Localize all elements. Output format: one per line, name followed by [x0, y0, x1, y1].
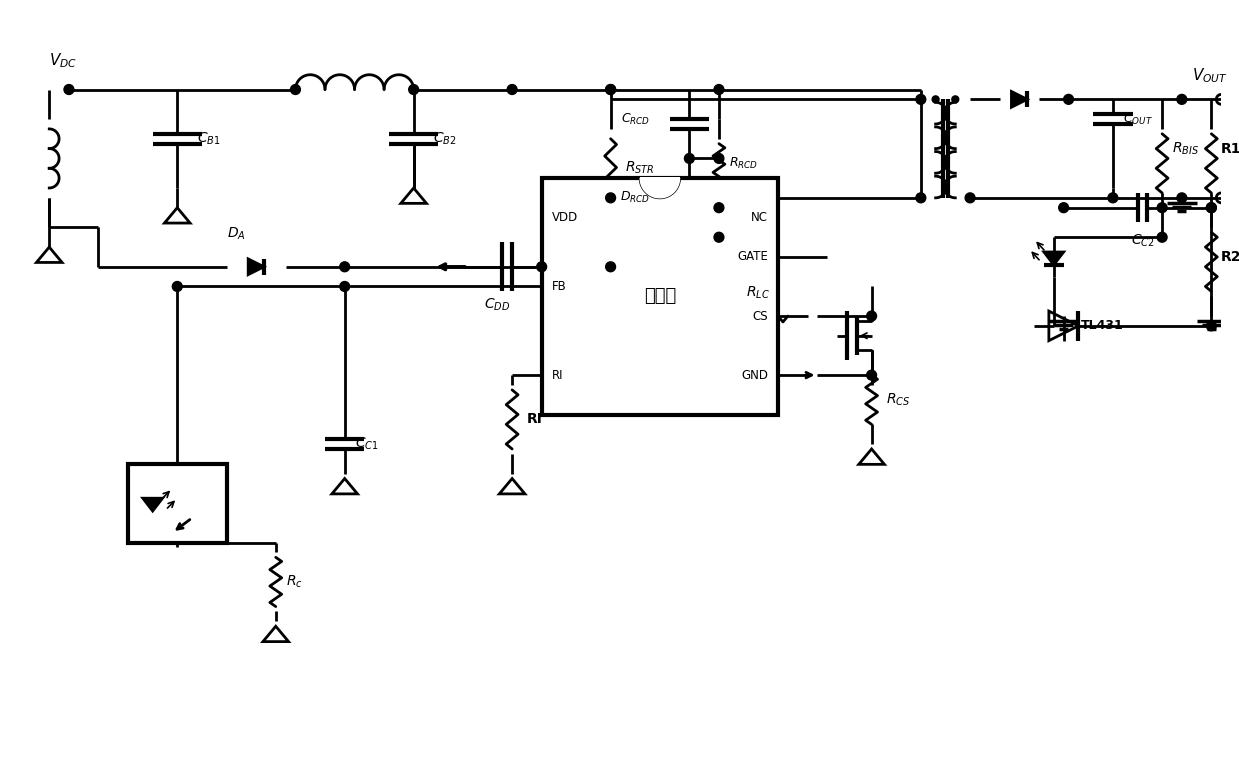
Text: $R_{STR}$: $R_{STR}$	[626, 160, 655, 177]
Text: $R_{LC}$: $R_{LC}$	[746, 285, 771, 301]
Circle shape	[339, 262, 349, 272]
Polygon shape	[1044, 252, 1063, 265]
Text: $C_{C1}$: $C_{C1}$	[354, 436, 378, 452]
Circle shape	[684, 154, 694, 164]
Text: $C_{B2}$: $C_{B2}$	[434, 131, 457, 147]
Circle shape	[172, 282, 182, 291]
Text: $V_{OUT}$: $V_{OUT}$	[1192, 66, 1228, 85]
Text: $C_{RCD}$: $C_{RCD}$	[621, 112, 650, 126]
Text: CS: CS	[752, 310, 768, 323]
Circle shape	[1207, 321, 1217, 330]
Text: NC: NC	[751, 211, 768, 224]
Circle shape	[409, 85, 419, 94]
Circle shape	[606, 85, 616, 94]
Text: $R_{BIS}$: $R_{BIS}$	[1172, 141, 1199, 157]
Text: FB: FB	[551, 280, 566, 293]
Text: $R_{RCD}$: $R_{RCD}$	[729, 156, 758, 171]
Text: $V_{DC}$: $V_{DC}$	[50, 51, 77, 70]
Text: R1: R1	[1222, 142, 1239, 155]
Circle shape	[866, 370, 876, 380]
Text: RI: RI	[551, 369, 563, 382]
Text: $C_{C2}$: $C_{C2}$	[1130, 233, 1155, 249]
Circle shape	[714, 85, 724, 94]
Circle shape	[1108, 193, 1118, 203]
Circle shape	[1157, 233, 1167, 243]
FancyBboxPatch shape	[541, 178, 778, 415]
Text: $C_{DD}$: $C_{DD}$	[484, 296, 510, 313]
Circle shape	[916, 94, 926, 104]
Polygon shape	[248, 259, 264, 275]
Circle shape	[1177, 193, 1187, 203]
Circle shape	[339, 282, 349, 291]
Text: $R_c$: $R_c$	[286, 574, 302, 590]
Circle shape	[606, 85, 616, 94]
Circle shape	[64, 85, 74, 94]
Text: GND: GND	[741, 369, 768, 382]
Circle shape	[714, 203, 724, 213]
Text: GATE: GATE	[737, 250, 768, 263]
Circle shape	[1177, 94, 1187, 104]
Circle shape	[1207, 203, 1217, 213]
Text: TL431: TL431	[1082, 319, 1124, 332]
Polygon shape	[142, 498, 162, 511]
Circle shape	[507, 85, 517, 94]
Text: RI: RI	[527, 412, 543, 426]
Circle shape	[714, 233, 724, 243]
Text: $D_{RCD}$: $D_{RCD}$	[620, 190, 650, 205]
Circle shape	[606, 262, 616, 272]
Text: $C_{OUT}$: $C_{OUT}$	[1123, 112, 1152, 126]
Circle shape	[1063, 94, 1073, 104]
Text: VDD: VDD	[551, 211, 577, 224]
FancyBboxPatch shape	[128, 464, 227, 542]
Polygon shape	[1011, 92, 1027, 107]
Circle shape	[916, 193, 926, 203]
Polygon shape	[641, 178, 679, 198]
Text: $D_A$: $D_A$	[227, 226, 245, 243]
Polygon shape	[681, 190, 698, 206]
Circle shape	[1207, 203, 1217, 213]
Circle shape	[1058, 203, 1068, 213]
Text: 控制器: 控制器	[644, 288, 676, 305]
Circle shape	[1157, 203, 1167, 213]
Circle shape	[536, 262, 546, 272]
Circle shape	[866, 311, 876, 321]
Circle shape	[952, 96, 959, 103]
Circle shape	[714, 154, 724, 164]
Text: $R_{CS}$: $R_{CS}$	[886, 392, 911, 408]
Circle shape	[932, 96, 939, 103]
Circle shape	[606, 193, 616, 203]
Text: $C_{B1}$: $C_{B1}$	[197, 131, 221, 147]
Text: R2: R2	[1222, 250, 1239, 264]
Circle shape	[965, 193, 975, 203]
Circle shape	[290, 85, 300, 94]
